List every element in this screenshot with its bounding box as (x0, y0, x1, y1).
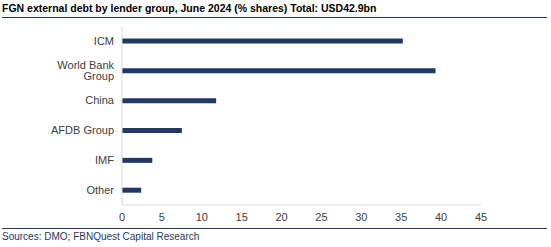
svg-text:40: 40 (435, 211, 447, 223)
svg-text:Other: Other (86, 184, 114, 196)
html-text:Sources: DMO; FBNQuest Capital: Sources: DMO; FBNQuest Capital Research (2, 231, 200, 242)
svg-text:IMF: IMF (95, 154, 114, 166)
svg-text:45: 45 (475, 211, 487, 223)
svg-text:World BankGroup: World BankGroup (57, 59, 114, 82)
svg-text:ICM: ICM (94, 35, 114, 47)
svg-text:10: 10 (196, 211, 208, 223)
svg-text:35: 35 (395, 211, 407, 223)
svg-text:15: 15 (236, 211, 248, 223)
svg-text:25: 25 (315, 211, 327, 223)
html-text:FGN external debt by lender gr: FGN external debt by lender group, June … (2, 2, 377, 14)
svg-text:AFDB Group: AFDB Group (51, 124, 114, 136)
svg-text:5: 5 (159, 211, 165, 223)
svg-text:0: 0 (119, 211, 125, 223)
svg-text:20: 20 (275, 211, 287, 223)
svg-text:30: 30 (355, 211, 367, 223)
svg-text:China: China (85, 94, 115, 106)
